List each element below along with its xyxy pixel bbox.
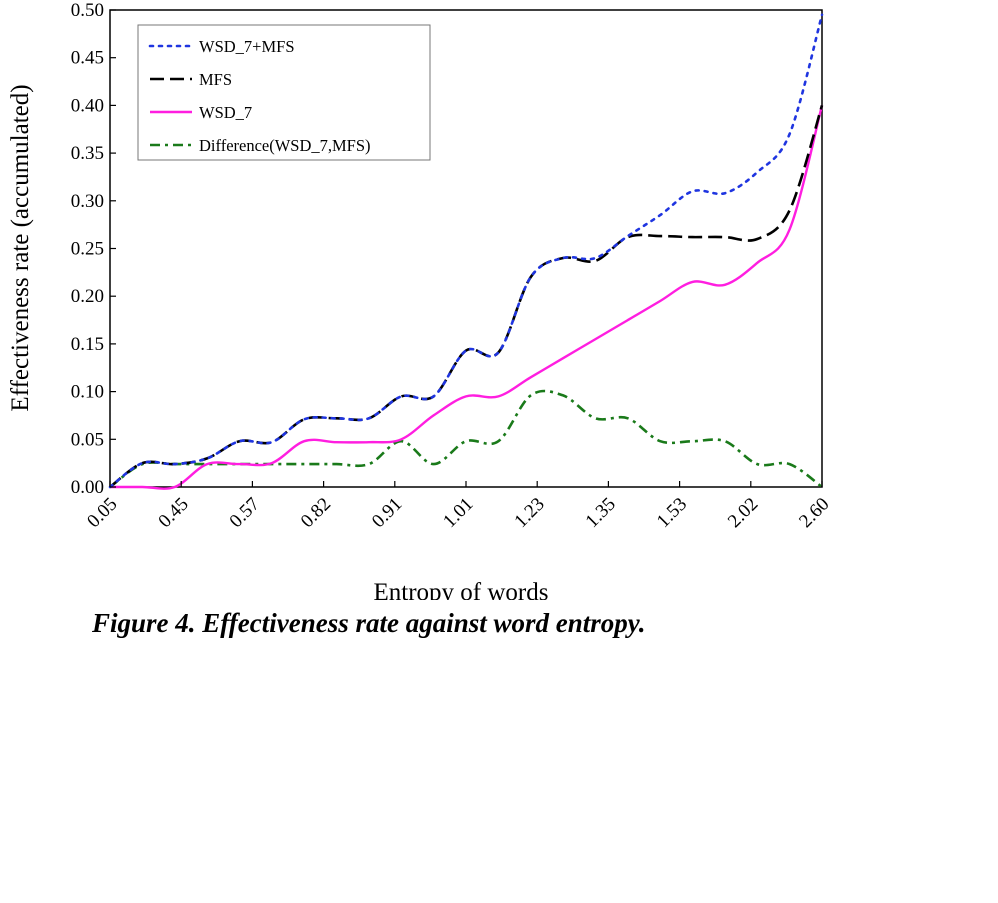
x-tick-label: 0.82: [297, 494, 335, 532]
x-tick-label: 1.53: [653, 494, 691, 532]
legend-box: [137, 24, 431, 161]
legend-label: WSD_7: [199, 103, 252, 122]
series-layer: [108, 13, 824, 490]
legend-label: Difference(WSD_7,MFS): [199, 136, 371, 155]
legend-label: WSD_7+MFS: [199, 37, 295, 56]
x-tick-label: 2.60: [795, 494, 833, 532]
y-tick-label: 0.30: [71, 191, 104, 212]
legend-label: MFS: [199, 70, 232, 89]
y-tick-label: 0.05: [71, 429, 104, 450]
y-tick-label: 0.45: [71, 48, 104, 69]
y-axis: 0.00 0.05 0.10 0.15 0.20 0.25 0.30 0.35 0.40 0.45…: [71, 0, 116, 498]
x-tick-label: 0.05: [83, 494, 121, 532]
figure-caption: Figure 4. Effectiveness rate against wor…: [92, 608, 646, 638]
series-line-wsd-7-mfs: [108, 13, 824, 489]
x-tick-label: 0.45: [154, 494, 192, 532]
y-tick-label: 0.50: [71, 0, 104, 21]
x-tick-label: 1.23: [510, 494, 548, 532]
y-axis-title: Effectiveness rate (accumulated): [7, 84, 34, 411]
x-axis-title: Entropy of words: [374, 579, 549, 600]
y-tick-label: 0.20: [71, 286, 104, 307]
y-tick-label: 0.40: [71, 95, 104, 116]
x-axis: 0.05 0.45 0.57 0.82 0.91 1.01 1.23 1.35 1.53 2.02…: [83, 481, 834, 532]
x-tick-label: 1.01: [439, 494, 477, 532]
y-tick-label: 0.10: [71, 382, 104, 403]
y-tick-label: 0.25: [71, 239, 104, 260]
x-tick-label: 0.57: [226, 494, 264, 532]
legend: WSD_7+MFS MFS WSD_7 Difference(WSD_7,MFS): [137, 24, 431, 161]
line-chart: 0.000.050.100.150.200.250.300.350.400.45…: [7, 0, 834, 600]
series-line-mfs: [109, 105, 824, 489]
y-tick-label: 0.35: [71, 143, 104, 164]
series-line-wsd-7: [109, 105, 824, 490]
y-tick-label: 0.15: [71, 334, 104, 355]
x-tick-label: 2.02: [724, 494, 762, 532]
y-tick-label: 0.00: [71, 477, 104, 498]
x-tick-label: 1.35: [582, 494, 620, 532]
x-tick-label: 0.91: [368, 494, 406, 532]
